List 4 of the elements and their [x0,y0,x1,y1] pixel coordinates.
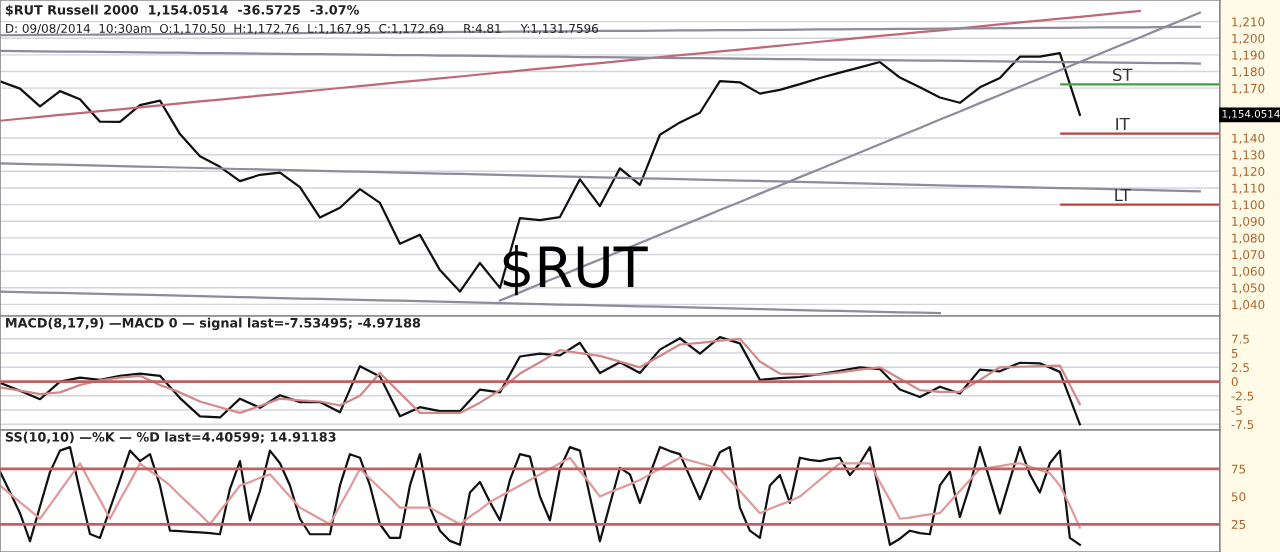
ref-line-label: LT [1115,188,1131,202]
annotation: $RUT [503,244,648,296]
ref-line-label: IT [1116,117,1130,131]
ref-line-label: ST [1112,68,1133,82]
